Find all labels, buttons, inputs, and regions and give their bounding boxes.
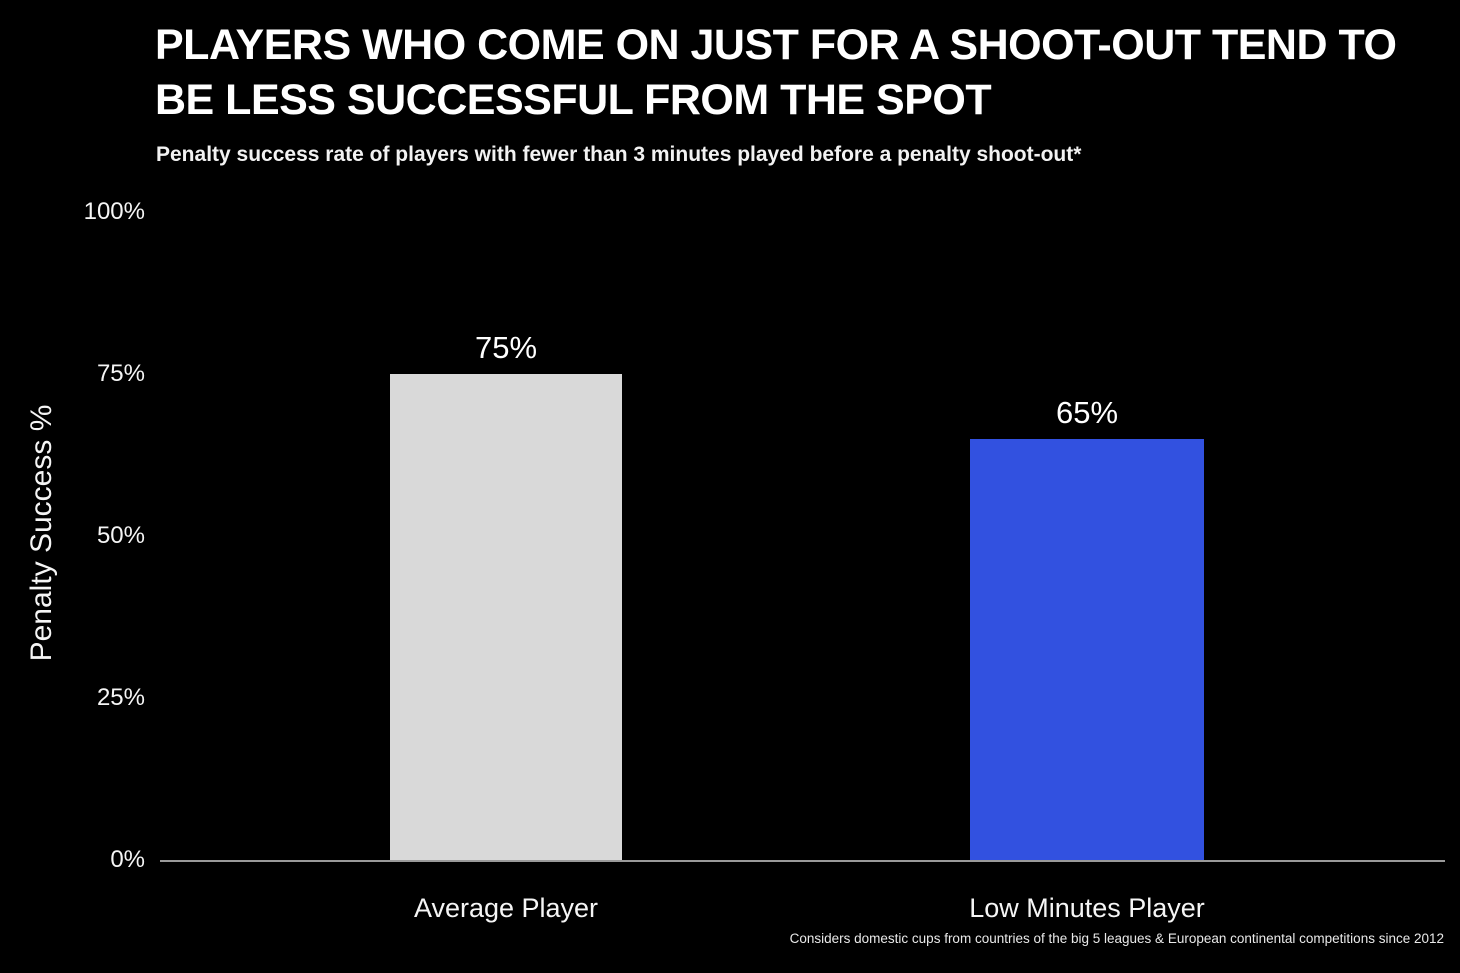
x-category-label-low-minutes-player: Low Minutes Player: [969, 893, 1205, 923]
y-tick-label: 100%: [83, 198, 145, 225]
x-category-label-average-player: Average Player: [413, 893, 599, 923]
bar-value-label-low-minutes-player: 65%: [1055, 395, 1119, 430]
chart-footnote: Considers domestic cups from countries o…: [789, 931, 1444, 946]
y-tick-label: 0%: [110, 846, 145, 873]
chart-title-line-2: BE LESS SUCCESSFUL FROM THE SPOT: [155, 76, 992, 124]
y-tick-label: 75%: [96, 360, 145, 387]
bar-average-player: [390, 374, 622, 860]
y-tick-label: 50%: [96, 522, 145, 549]
y-tick-label: 25%: [96, 684, 145, 711]
plot-area: 75% 65%: [160, 212, 1445, 862]
bar-group-average-player: 75%: [390, 212, 622, 860]
chart-title-line-1: PLAYERS WHO COME ON JUST FOR A SHOOT-OUT…: [155, 21, 1397, 69]
bar-low-minutes-player: [970, 439, 1204, 860]
bar-group-low-minutes-player: 65%: [970, 212, 1204, 860]
bar-value-label-average-player: 75%: [474, 330, 538, 365]
chart-title: PLAYERS WHO COME ON JUST FOR A SHOOT-OUT…: [155, 18, 1397, 128]
chart-subtitle: Penalty success rate of players with few…: [156, 143, 1082, 166]
